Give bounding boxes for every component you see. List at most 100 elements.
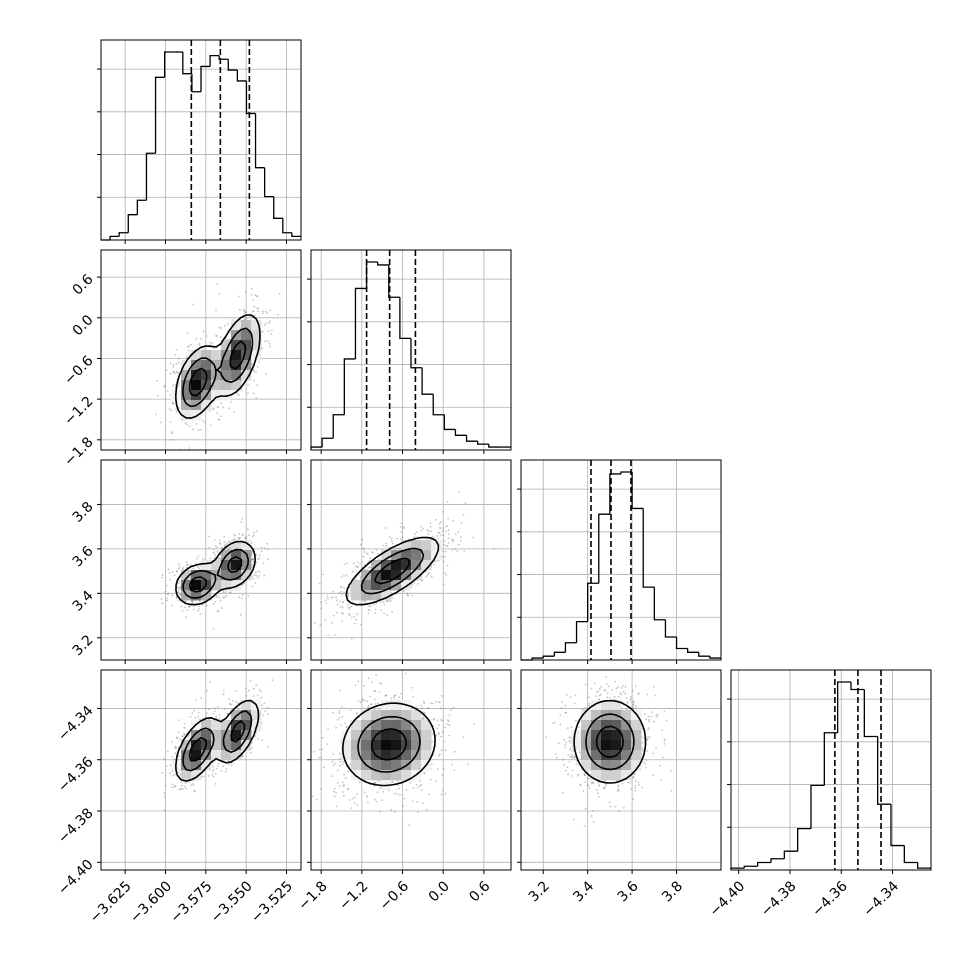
joint-point (178, 382, 181, 384)
joint-point (342, 601, 344, 604)
joint-point (182, 788, 184, 790)
density-cell (181, 360, 192, 371)
joint-point (443, 555, 446, 558)
joint-point (184, 785, 187, 788)
joint-point (472, 536, 474, 539)
joint-point (361, 561, 364, 563)
joint-point (393, 792, 396, 795)
density-cell (371, 770, 382, 781)
density-cell (221, 750, 232, 761)
joint-point (212, 602, 215, 605)
joint-point (230, 764, 233, 767)
density-cell (411, 720, 422, 731)
hist-bin-1-15 (477, 441, 489, 445)
joint-point (315, 798, 318, 801)
joint-point (193, 709, 196, 712)
joint-point (177, 582, 180, 585)
joint-point (252, 534, 255, 537)
joint-point (419, 780, 421, 782)
density-cell (421, 540, 432, 551)
hist-bin-2-16 (698, 652, 710, 657)
joint-point (201, 604, 204, 606)
joint-point (379, 787, 381, 789)
joint-point (246, 528, 249, 531)
joint-point (212, 770, 214, 773)
joint-content-2-1 (311, 460, 511, 660)
joint-point (345, 777, 347, 780)
joint-point (371, 551, 374, 554)
hist-bin-3-6 (810, 784, 825, 829)
joint-point (253, 310, 255, 312)
joint-point (175, 362, 178, 365)
density-cell (211, 750, 222, 761)
joint-point (441, 719, 444, 722)
joint-point (442, 789, 444, 792)
joint-point (342, 781, 344, 784)
joint-point (441, 555, 443, 558)
joint-point (420, 525, 423, 528)
joint-point (223, 541, 226, 544)
hist-bin-1-13 (454, 429, 467, 436)
joint-point (327, 728, 329, 731)
joint-point (183, 732, 186, 735)
joint-point (194, 717, 197, 719)
joint-point (335, 599, 338, 602)
hist-bin-2-17 (709, 656, 721, 659)
joint-point (348, 614, 351, 616)
joint-point (252, 558, 255, 560)
joint-point (181, 735, 184, 738)
joint-point (354, 622, 356, 625)
joint-point (177, 357, 180, 360)
density-cell (201, 750, 212, 761)
joint-point (171, 740, 173, 743)
joint-point (192, 602, 194, 604)
joint-point (425, 575, 427, 578)
joint-point (212, 775, 215, 778)
density-cell (341, 750, 352, 761)
joint-point (397, 547, 400, 550)
joint-point (354, 578, 357, 581)
hist-bin-0-11 (200, 65, 211, 92)
joint-point (384, 527, 387, 529)
joint-point (339, 689, 341, 692)
joint-point (411, 800, 414, 803)
joint-point (219, 336, 222, 338)
hist-panel-2 (517, 459, 722, 664)
joint-point (445, 545, 448, 548)
joint-point (184, 600, 187, 603)
joint-point (214, 707, 217, 710)
joint-point (205, 689, 208, 692)
joint-point (430, 702, 432, 704)
joint-point (169, 362, 172, 365)
joint-point (172, 370, 175, 373)
joint-point (447, 533, 450, 535)
joint-point (388, 536, 391, 538)
joint-point (228, 763, 230, 766)
joint-point (354, 684, 357, 687)
joint-point (336, 782, 339, 784)
joint-point (213, 710, 216, 713)
joint-point (348, 613, 350, 615)
joint-point (331, 711, 334, 714)
joint-point (178, 406, 180, 409)
joint-point (363, 548, 365, 551)
density-cell (351, 730, 362, 741)
joint-point (173, 758, 176, 760)
joint-point (178, 788, 181, 791)
joint-point (217, 706, 219, 708)
joint-point (423, 772, 426, 774)
joint-point (444, 749, 447, 751)
joint-point (440, 793, 443, 796)
joint-point (442, 550, 445, 553)
density-cell (401, 560, 412, 571)
joint-point (403, 797, 406, 800)
joint-point (385, 545, 388, 548)
joint-point (247, 392, 249, 394)
joint-point (391, 542, 394, 545)
density-cell (231, 380, 242, 391)
joint-point (171, 770, 174, 773)
hist-bin-1-16 (488, 444, 500, 448)
hist-bin-3-8 (837, 681, 851, 733)
joint-point (244, 687, 247, 690)
